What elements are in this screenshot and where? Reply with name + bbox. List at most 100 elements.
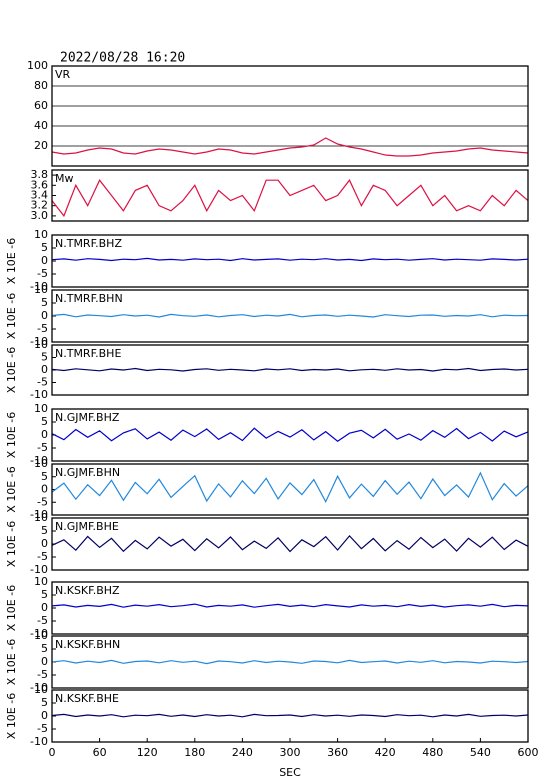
panel-frame	[51, 635, 529, 689]
y-tick-label: 0	[41, 363, 48, 376]
y-tick-label: 3.8	[31, 168, 49, 181]
x-tick-label: 540	[470, 746, 491, 759]
y-tick-label: 10	[34, 629, 48, 642]
panel-frame	[51, 234, 529, 288]
panel-label: N.KSKF.BHZ	[55, 584, 120, 597]
y-axis-label: X 10E -6	[5, 412, 18, 458]
y-tick-label: 0	[41, 709, 48, 722]
panel-frame	[51, 408, 529, 462]
y-tick-label: -5	[37, 322, 48, 335]
y-tick-label: 5	[41, 241, 48, 254]
series-line	[51, 534, 529, 553]
panel-label: N.TMRF.BHN	[55, 292, 123, 305]
y-tick-label: 40	[34, 119, 48, 132]
y-tick-label: 5	[41, 470, 48, 483]
panel-label: Mw	[55, 172, 74, 185]
y-tick-label: -10	[30, 335, 48, 348]
series-line	[51, 427, 529, 442]
y-tick-label: 10	[34, 457, 48, 470]
y-tick-label: 0	[41, 537, 48, 550]
panel-frame	[51, 65, 529, 167]
x-tick-label: 120	[137, 746, 158, 759]
y-tick-label: 0	[41, 601, 48, 614]
y-tick-label: -10	[30, 735, 48, 748]
x-tick-label: 240	[232, 746, 253, 759]
panel-label: N.KSKF.BHE	[55, 692, 119, 705]
y-tick-label: 3.6	[31, 178, 49, 191]
x-tick-label: 420	[375, 746, 396, 759]
panel-label: N.GJMF.BHZ	[55, 411, 120, 424]
y-tick-label: 0	[41, 428, 48, 441]
y-tick-label: -5	[37, 550, 48, 563]
y-tick-label: -5	[37, 668, 48, 681]
series-line	[51, 257, 529, 262]
y-tick-label: 5	[41, 696, 48, 709]
y-tick-label: -5	[37, 267, 48, 280]
y-tick-label: -5	[37, 441, 48, 454]
y-tick-label: 0	[41, 254, 48, 267]
series-line	[51, 471, 529, 504]
panel-label: N.KSKF.BHN	[55, 638, 120, 651]
y-tick-label: 80	[34, 79, 48, 92]
x-tick-label: 600	[518, 746, 539, 759]
chart-title: 2022/08/28 16:20	[60, 51, 185, 66]
series-line	[51, 367, 529, 372]
y-tick-label: -10	[30, 454, 48, 467]
series-line	[51, 659, 529, 665]
series-line	[51, 713, 529, 718]
y-tick-label: -5	[37, 614, 48, 627]
y-tick-label: 60	[34, 99, 48, 112]
y-tick-label: 5	[41, 524, 48, 537]
x-tick-label: 180	[184, 746, 205, 759]
y-tick-label: 5	[41, 415, 48, 428]
y-tick-label: 0	[41, 483, 48, 496]
y-tick-label: -10	[30, 563, 48, 576]
x-axis-label: SEC	[279, 766, 301, 779]
y-tick-label: 5	[41, 351, 48, 364]
y-tick-label: -10	[30, 627, 48, 640]
y-tick-label: 3.2	[31, 199, 49, 212]
y-tick-label: 3.4	[31, 189, 49, 202]
y-axis-label: X 10E -6	[5, 238, 18, 284]
panel-frame	[51, 344, 529, 396]
panel-frame	[51, 169, 529, 222]
y-tick-label: 10	[34, 402, 48, 415]
panel-label: N.GJMF.BHN	[55, 466, 120, 479]
y-axis-label: X 10E -6	[5, 693, 18, 739]
y-tick-label: 10	[34, 683, 48, 696]
y-tick-label: -10	[30, 508, 48, 521]
y-tick-label: 5	[41, 588, 48, 601]
y-tick-label: -10	[30, 388, 48, 401]
y-tick-label: -10	[30, 280, 48, 293]
y-tick-label: 10	[34, 228, 48, 241]
series-line	[51, 179, 529, 218]
series-line	[51, 603, 529, 608]
y-tick-label: 10	[34, 283, 48, 296]
y-tick-label: -10	[30, 681, 48, 694]
panel-label: N.GJMF.BHE	[55, 520, 119, 533]
panel-label: VR	[55, 68, 71, 81]
y-axis-label: X 10E -6	[5, 521, 18, 567]
x-tick-label: 60	[93, 746, 107, 759]
y-tick-label: -5	[37, 495, 48, 508]
series-line	[51, 137, 529, 157]
y-tick-label: 0	[41, 309, 48, 322]
panel-frame	[51, 463, 529, 516]
y-tick-label: 10	[34, 338, 48, 351]
y-axis-label: X 10E -6	[5, 466, 18, 512]
panel-frame	[51, 581, 529, 635]
y-axis-label: X 10E -6	[5, 293, 18, 339]
x-tick-label: 300	[280, 746, 301, 759]
panel-label: N.TMRF.BHZ	[55, 237, 122, 250]
y-tick-label: 10	[34, 511, 48, 524]
panel-frame	[51, 517, 529, 571]
y-tick-label: 0	[41, 655, 48, 668]
y-tick-label: 5	[41, 642, 48, 655]
x-tick-label: 480	[422, 746, 443, 759]
y-axis-label: X 10E -6	[5, 347, 18, 393]
x-tick-label: 0	[49, 746, 56, 759]
y-tick-label: 3.0	[31, 209, 49, 222]
y-axis-label: X 10E -6	[5, 639, 18, 685]
y-tick-label: 10	[34, 575, 48, 588]
